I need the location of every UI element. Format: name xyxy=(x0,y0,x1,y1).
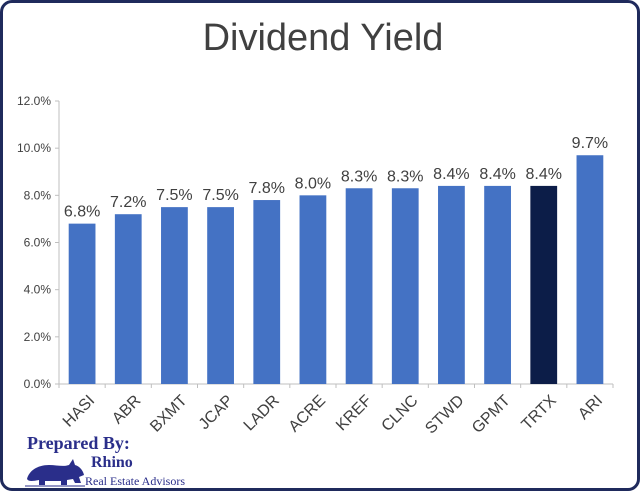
x-tick-label-hasi: HASI xyxy=(60,392,98,430)
x-tick-label-abr: ABR xyxy=(109,392,144,427)
data-label-bxmt: 7.5% xyxy=(156,187,192,204)
y-tick-label: 12.0% xyxy=(17,94,51,108)
bar-abr xyxy=(114,214,142,384)
data-label-abr: 7.2% xyxy=(110,194,146,211)
x-tick-label-stwd: STWD xyxy=(422,392,467,437)
bar-ladr xyxy=(253,200,281,384)
chart-title: Dividend Yield xyxy=(202,17,444,59)
x-tick-label-clnc: CLNC xyxy=(379,392,422,435)
bar-trtx xyxy=(530,185,558,384)
y-tick-label: 6.0% xyxy=(24,236,52,250)
data-labels: 6.8% 7.2% 7.5% 7.5% 7.8% 8.0% 8.3% 8.3% 8.4% 8.4%… xyxy=(64,135,608,220)
bar-acre xyxy=(299,195,327,384)
x-tick-label-ari: ARI xyxy=(575,392,606,423)
prepared-by-text: Prepared By: xyxy=(27,433,130,453)
x-tick-label-ladr: LADR xyxy=(241,392,283,434)
data-label-trtx: 8.4% xyxy=(526,166,562,183)
bar-series xyxy=(68,155,604,384)
y-tick-label: 8.0% xyxy=(24,188,52,202)
data-label-gpmt: 8.4% xyxy=(479,166,515,183)
x-tick-label-acre: ACRE xyxy=(286,392,329,435)
x-tick-label-trtx: TRTX xyxy=(519,392,561,434)
rhino-icon xyxy=(25,459,85,487)
brand-tagline: Real Estate Advisors xyxy=(85,474,185,488)
x-tick-label-jcap: JCAP xyxy=(196,392,237,433)
x-tick-label-bxmt: BXMT xyxy=(147,392,191,436)
bar-clnc xyxy=(391,188,419,384)
bar-ari xyxy=(576,155,604,384)
data-label-hasi: 6.8% xyxy=(64,204,100,221)
bar-gpmt xyxy=(484,185,511,384)
bar-stwd xyxy=(438,185,465,384)
bar-kref xyxy=(345,188,373,384)
data-label-acre: 8.0% xyxy=(295,175,331,192)
y-tick-label: 10.0% xyxy=(17,141,51,155)
y-tick-label: 2.0% xyxy=(24,330,52,344)
bar-chart: 0.0% 2.0% 4.0% 6.0% 8.0% 10.0% 12.0% HASI ABR BXM… xyxy=(17,94,614,437)
bar-jcap xyxy=(207,207,234,384)
data-label-jcap: 7.5% xyxy=(202,187,238,204)
rhino-logo: Prepared By: Rhino Real Estate Advisors xyxy=(21,433,211,488)
data-label-stwd: 8.4% xyxy=(433,166,469,183)
data-label-kref: 8.3% xyxy=(341,168,377,185)
bar-bxmt xyxy=(161,207,188,384)
x-tick-label-kref: KREF xyxy=(333,392,375,434)
x-tick-label-gpmt: GPMT xyxy=(469,392,514,437)
brand-name: Rhino xyxy=(91,454,133,471)
data-label-ari: 9.7% xyxy=(572,135,608,152)
y-tick-label: 4.0% xyxy=(24,283,52,297)
bar-hasi xyxy=(68,223,96,384)
y-tick-label: 0.0% xyxy=(24,377,52,391)
data-label-ladr: 7.8% xyxy=(249,180,285,197)
data-label-clnc: 8.3% xyxy=(387,168,423,185)
